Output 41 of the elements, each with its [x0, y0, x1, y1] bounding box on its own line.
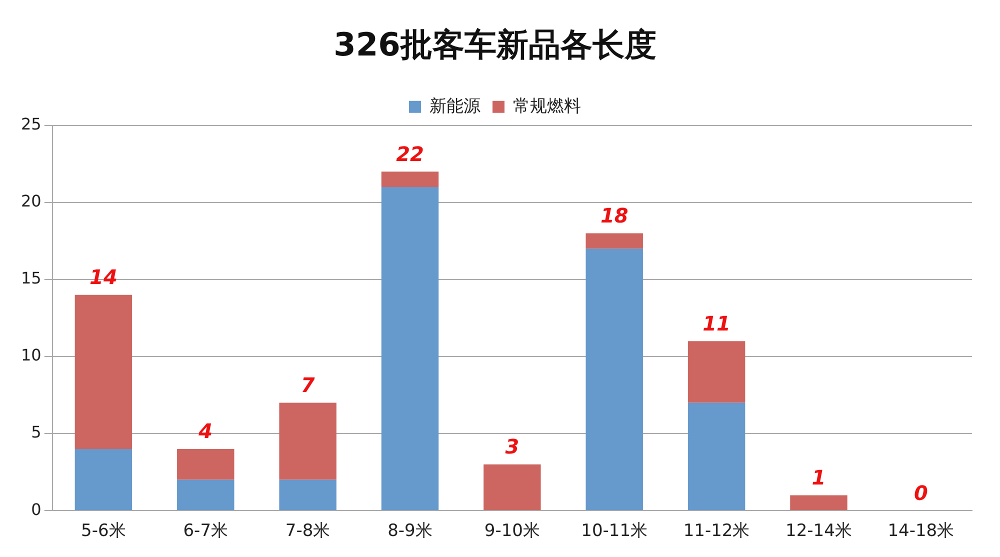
bar [74, 294, 132, 449]
x-tick-label: 12-14米 [786, 521, 852, 542]
total-label: 22 [396, 142, 424, 166]
bar [586, 233, 643, 249]
x-tick-label: 14-18米 [888, 521, 954, 542]
x-tick-label: 9-10米 [484, 521, 540, 542]
total-label: 1 [812, 465, 826, 490]
bar [381, 172, 439, 188]
total-label: 11 [702, 311, 730, 336]
chart-title: 326批客车新品各长度 [334, 26, 656, 64]
total-label: 4 [198, 419, 213, 444]
bar [177, 480, 234, 510]
bar [74, 448, 132, 510]
x-tick-label: 5-6米 [81, 521, 126, 542]
y-tick-label: 5 [31, 422, 42, 442]
legend-label: 常规燃料 [513, 96, 581, 116]
x-tick-label: 7-8米 [285, 521, 330, 542]
total-label: 14 [90, 265, 118, 290]
y-tick-label: 25 [21, 114, 42, 134]
y-tick-label: 0 [31, 500, 42, 519]
bar [688, 402, 746, 510]
total-label: 0 [914, 480, 928, 505]
bar [790, 495, 848, 510]
total-label: 18 [600, 203, 628, 228]
total-label: 3 [505, 434, 520, 459]
x-tick-label: 6-7米 [183, 521, 228, 542]
legend-label: 新能源 [430, 96, 480, 116]
bar [279, 402, 336, 480]
y-tick-label: 20 [21, 192, 42, 211]
x-tick-label: 11-12米 [683, 521, 750, 542]
x-tick-label: 8-9米 [388, 521, 432, 542]
bar [586, 248, 643, 510]
x-tick-label: 10-11米 [581, 521, 648, 542]
y-tick-label: 10 [21, 346, 42, 365]
bar [279, 480, 336, 510]
bar [484, 464, 541, 510]
bar [177, 448, 234, 480]
bar [688, 341, 746, 403]
total-label: 7 [300, 372, 315, 397]
bar [381, 187, 439, 510]
y-tick-label: 15 [21, 268, 42, 288]
